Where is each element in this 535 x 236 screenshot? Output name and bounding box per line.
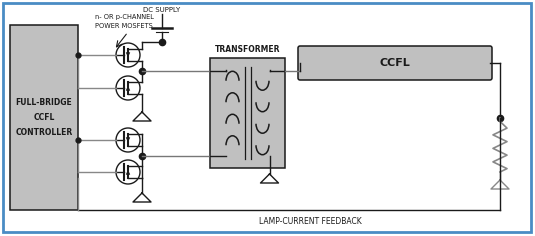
Text: FULL-BRIDGE: FULL-BRIDGE — [16, 98, 72, 107]
FancyBboxPatch shape — [210, 58, 285, 168]
FancyBboxPatch shape — [3, 3, 531, 232]
Text: n- OR p-CHANNEL: n- OR p-CHANNEL — [95, 14, 154, 20]
Text: CCFL: CCFL — [380, 58, 410, 68]
Text: DC SUPPLY: DC SUPPLY — [143, 7, 181, 13]
Text: POWER MOSFETS: POWER MOSFETS — [95, 23, 153, 29]
Text: TRANSFORMER: TRANSFORMER — [215, 46, 280, 55]
Text: LAMP-CURRENT FEEDBACK: LAMP-CURRENT FEEDBACK — [258, 216, 361, 226]
Text: CONTROLLER: CONTROLLER — [16, 128, 73, 137]
FancyBboxPatch shape — [10, 25, 78, 210]
Text: CCFL: CCFL — [33, 113, 55, 122]
FancyBboxPatch shape — [298, 46, 492, 80]
